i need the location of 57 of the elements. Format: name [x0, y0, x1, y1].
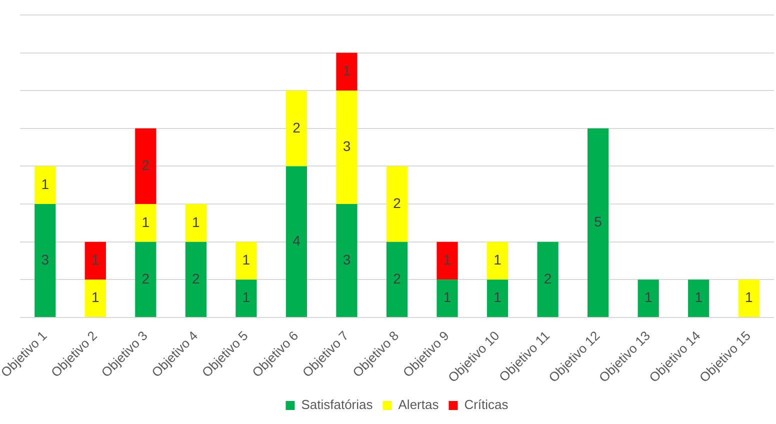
bar [486, 280, 508, 317]
data-label: 1 [242, 252, 250, 268]
data-label: 2 [142, 157, 150, 174]
data-label: 1 [142, 214, 150, 230]
bar [436, 280, 458, 317]
data-label: 1 [694, 289, 703, 306]
bar [638, 280, 659, 317]
data-label: 2 [544, 270, 552, 286]
bar [286, 90, 308, 166]
data-label: 4 [292, 232, 301, 248]
bar [135, 204, 156, 242]
data-label: 1 [92, 252, 100, 268]
bar [236, 242, 257, 280]
bar [436, 242, 458, 280]
bar [386, 242, 408, 317]
data-label: 3 [41, 251, 50, 268]
data-label: 2 [192, 270, 200, 286]
data-label: 2 [142, 270, 150, 286]
bar [236, 280, 257, 317]
bar [486, 242, 508, 280]
data-label: 1 [41, 176, 50, 192]
data-label: 1 [644, 289, 652, 306]
bar [588, 128, 609, 317]
bar [688, 280, 710, 317]
data-label: 3 [342, 251, 351, 268]
bar [84, 280, 106, 317]
legend-label: Satisfatórias [301, 397, 374, 412]
bar [336, 204, 358, 317]
data-label: 1 [744, 289, 753, 306]
data-label: 2 [393, 194, 402, 211]
data-label: 5 [594, 214, 602, 230]
data-label: 1 [443, 289, 452, 306]
bar [185, 204, 206, 242]
bar [286, 166, 308, 317]
bar [185, 242, 206, 317]
bar [738, 280, 760, 317]
data-label: 1 [242, 289, 250, 306]
data-label: 2 [393, 270, 402, 286]
data-label: 3 [342, 138, 351, 154]
data-label: 1 [494, 252, 502, 268]
data-label: 1 [494, 289, 502, 306]
bar [135, 128, 156, 204]
bar [34, 166, 56, 204]
bar [34, 204, 56, 317]
legend-label: Críticas [464, 397, 509, 412]
data-label: 1 [342, 62, 351, 79]
bar [537, 242, 558, 317]
bar [386, 166, 408, 242]
data-label: 1 [192, 214, 200, 230]
data-label: 2 [292, 119, 301, 136]
data-label: 1 [92, 289, 100, 306]
bar [135, 242, 156, 317]
bar [84, 242, 106, 280]
legend-label: Alertas [398, 397, 440, 412]
bar [336, 52, 358, 91]
data-label: 1 [443, 252, 452, 268]
bar [336, 90, 358, 204]
